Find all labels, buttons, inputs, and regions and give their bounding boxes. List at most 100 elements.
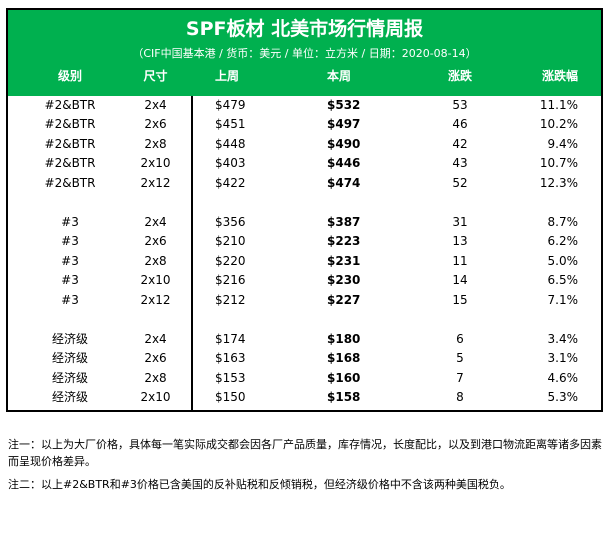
column-headers: 级别 尺寸 上周 本周 涨跌 涨跌幅 — [8, 67, 601, 85]
table-row: #2&BTR 2x12 $422 $474 52 12.3% — [8, 174, 601, 193]
change-value: 7 — [420, 408, 500, 411]
change-percent: 4.6% — [490, 408, 579, 411]
change-value: 46 — [452, 117, 468, 132]
table-row: 经济级 2x4 $174 $180 6 3.4% — [8, 330, 601, 349]
this-week-price: $474 — [327, 175, 361, 190]
grade-cell: #2&BTR — [44, 156, 96, 171]
column-header-size: 尺寸 — [143, 69, 168, 83]
change-percent: 5.0% — [547, 253, 579, 268]
this-week-price: $180 — [327, 332, 361, 346]
this-week-price: $160 — [327, 408, 407, 411]
table-row: #2&BTR 2x4 $479 $532 53 11.1% — [8, 96, 601, 115]
last-week-price: $174 — [215, 332, 246, 346]
change-value: 15 — [452, 292, 468, 307]
this-week-price: $387 — [327, 215, 361, 229]
table-row: 经济级2x12 $153 $160 74.6% — [8, 408, 601, 411]
change-percent: 4.6% — [547, 370, 579, 385]
price-report-table: SPF板材 北美市场行情周报 （CIF中国基本港 / 货币：美元 / 单位：立方… — [6, 8, 603, 412]
size-cell: 2x8 — [144, 253, 167, 268]
grade-cell: #3 — [61, 215, 79, 229]
change-percent: 6.2% — [547, 234, 579, 249]
table-row: #2&BTR 2x10 $403 $446 43 10.7% — [8, 154, 601, 173]
this-week-price: $168 — [327, 351, 361, 366]
grade-cell: #2&BTR — [44, 136, 96, 151]
change-value: 6 — [456, 332, 464, 346]
this-week-price: $490 — [327, 136, 361, 151]
size-cell: 2x6 — [144, 117, 167, 132]
this-week-price: $158 — [327, 390, 361, 405]
size-cell: 2x8 — [144, 370, 167, 385]
last-week-price: $422 — [215, 175, 246, 190]
change-value: 43 — [452, 156, 468, 171]
size-cell: 2x10 — [140, 390, 171, 405]
change-percent: 8.7% — [547, 215, 579, 229]
change-percent: 3.4% — [547, 332, 579, 346]
this-week-price: $231 — [327, 253, 361, 268]
change-value: 52 — [452, 175, 468, 190]
grade-cell: #2&BTR — [44, 175, 96, 190]
last-week-price: $212 — [215, 292, 246, 307]
change-percent: 6.5% — [547, 273, 579, 288]
size-cell: 2x6 — [144, 234, 167, 249]
last-week-price: $220 — [215, 253, 246, 268]
table-row: #3 2x8 $220 $231 11 5.0% — [8, 252, 601, 271]
grade-cell: #3 — [61, 292, 79, 307]
size-cell: 2x8 — [144, 136, 167, 151]
last-week-price: $356 — [215, 215, 246, 229]
change-value: 7 — [456, 370, 464, 385]
this-week-price: $227 — [327, 292, 361, 307]
change-value: 8 — [456, 390, 464, 405]
change-percent: 7.1% — [547, 292, 579, 307]
this-week-price: $497 — [327, 117, 361, 132]
column-divider — [191, 96, 193, 410]
grade-cell: 经济级 — [51, 390, 88, 405]
change-value: 53 — [452, 98, 468, 112]
change-percent: 10.2% — [539, 117, 578, 132]
change-value: 42 — [452, 136, 468, 151]
grade-cell: #3 — [61, 253, 79, 268]
this-week-price: $230 — [327, 273, 361, 288]
table-row: 经济级 2x6 $163 $168 5 3.1% — [8, 349, 601, 368]
table-row: #3 2x6 $210 $223 13 6.2% — [8, 232, 601, 251]
grade-cell: 经济级 — [51, 351, 88, 366]
change-percent: 12.3% — [539, 175, 578, 190]
this-week-price: $160 — [327, 370, 361, 385]
last-week-price: $451 — [215, 117, 246, 132]
size-cell: 2x12 — [140, 175, 171, 190]
last-week-price: $153 — [215, 370, 246, 385]
last-week-price: $163 — [215, 351, 246, 366]
table-row: #3 2x4 $356 $387 31 8.7% — [8, 213, 601, 232]
change-percent: 10.7% — [539, 156, 578, 171]
last-week-price: $216 — [215, 273, 246, 288]
column-header-change-pct: 涨跌幅 — [541, 69, 578, 83]
last-week-price: $150 — [215, 390, 246, 405]
report-subtitle: （CIF中国基本港 / 货币：美元 / 单位：立方米 / 日期：2020-08-… — [132, 47, 477, 60]
last-week-price: $448 — [215, 136, 246, 151]
change-value: 13 — [452, 234, 468, 249]
size-cell: 2x6 — [144, 351, 167, 366]
table-row: 经济级 2x10 $150 $158 8 5.3% — [8, 388, 601, 407]
table-row: #2&BTR 2x8 $448 $490 42 9.4% — [8, 135, 601, 154]
grade-cell: 经济级 — [51, 370, 88, 385]
table-row: #3 2x12 $212 $227 15 7.1% — [8, 291, 601, 310]
report-title: SPF板材 北美市场行情周报 — [185, 18, 424, 40]
change-value: 14 — [452, 273, 468, 288]
size-cell: 2x4 — [144, 332, 167, 346]
column-header-this-week: 本周 — [327, 69, 352, 83]
this-week-price: $532 — [327, 98, 361, 112]
size-cell: 2x12 — [140, 292, 171, 307]
this-week-price: $223 — [327, 234, 361, 249]
size-cell: 2x10 — [140, 273, 171, 288]
last-week-price: $153 — [215, 408, 295, 411]
change-percent: 5.3% — [547, 390, 579, 405]
column-header-grade: 级别 — [57, 69, 82, 83]
grade-cell: 经济级 — [51, 332, 88, 346]
size-cell: 2x12 — [103, 408, 208, 411]
last-week-price: $210 — [215, 234, 246, 249]
table-row: 经济级 2x8 $153 $160 7 4.6% — [8, 369, 601, 388]
size-cell: 2x4 — [144, 215, 167, 229]
change-value: 5 — [456, 351, 464, 366]
grade-cell: 经济级 — [20, 408, 120, 411]
last-week-price: $479 — [215, 98, 246, 112]
change-value: 31 — [452, 215, 468, 229]
